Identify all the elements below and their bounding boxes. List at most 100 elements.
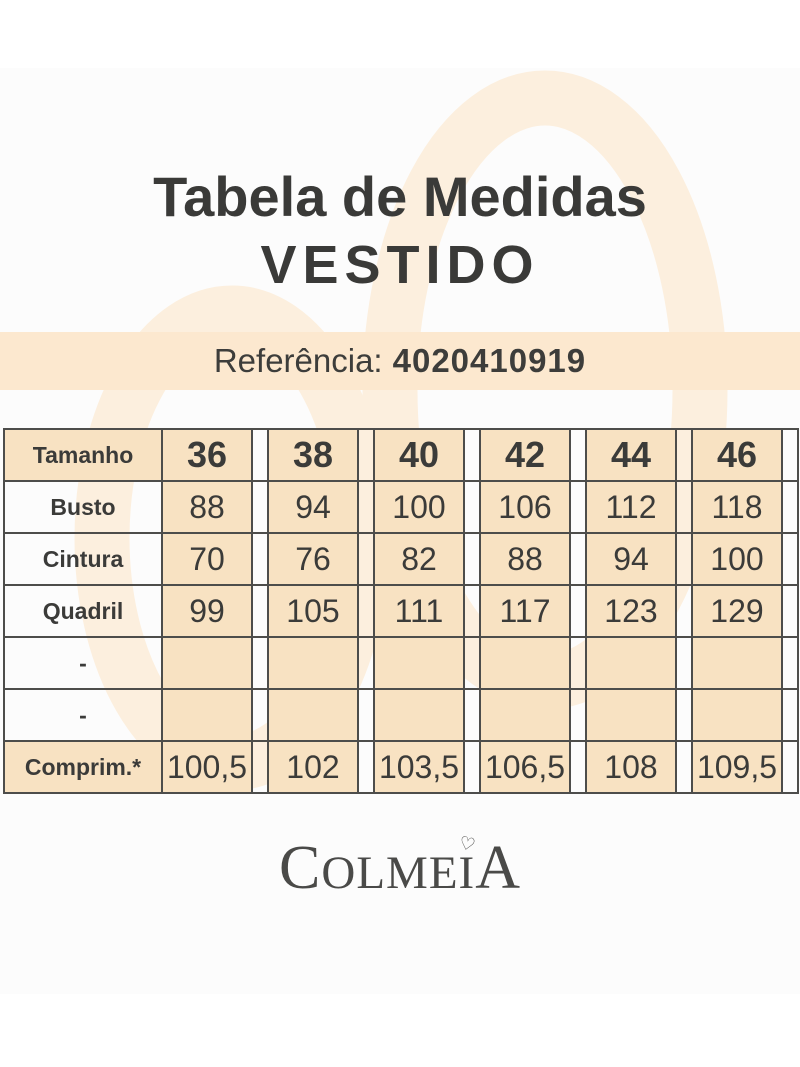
value-cell — [161, 688, 253, 742]
value-cell: 94 — [585, 532, 677, 586]
spacer-cell — [358, 740, 374, 794]
value-cell — [585, 688, 677, 742]
value-cell: 82 — [373, 532, 465, 586]
row-label-cell: Comprim.* — [3, 740, 163, 794]
value-cell — [479, 636, 571, 690]
spacer-cell — [676, 584, 692, 638]
spacer-cell — [782, 532, 798, 586]
spacer-cell — [358, 532, 374, 586]
value-cell: 117 — [479, 584, 571, 638]
row-label-cell: - — [3, 688, 163, 742]
row-label-cell: Quadril — [3, 584, 163, 638]
table-row: Quadril 99 105 111 117 123 129 — [3, 584, 798, 638]
spacer-cell — [570, 740, 586, 794]
value-cell: 105 — [267, 584, 359, 638]
reference-label: Referência: — [213, 342, 383, 379]
value-cell — [267, 636, 359, 690]
spacer-cell — [358, 428, 374, 482]
content-card: Tabela de Medidas VESTIDO Referência: 40… — [0, 68, 800, 994]
brand-letter-i: I — [458, 847, 476, 899]
spacer-cell — [782, 428, 798, 482]
value-cell: 112 — [585, 480, 677, 534]
value-cell: 88 — [479, 532, 571, 586]
table-header-row: Tamanho 36 38 40 42 44 46 — [3, 428, 798, 482]
spacer-cell — [570, 636, 586, 690]
spacer-cell — [358, 688, 374, 742]
value-cell: 94 — [267, 480, 359, 534]
spacer-cell — [570, 532, 586, 586]
spacer-cell — [464, 636, 480, 690]
spacer-cell — [464, 480, 480, 534]
value-cell — [691, 636, 783, 690]
size-header-cell: 38 — [267, 428, 359, 482]
spacer-cell — [252, 480, 268, 534]
table-row: - — [3, 636, 798, 690]
brand-letter-i-wrap: ♡ I — [456, 832, 477, 900]
value-cell: 88 — [161, 480, 253, 534]
spacer-cell — [252, 740, 268, 794]
spacer-cell — [782, 636, 798, 690]
brand-letter-first: C — [279, 834, 322, 902]
size-header-cell: 42 — [479, 428, 571, 482]
spacer-cell — [782, 480, 798, 534]
spacer-cell — [676, 532, 692, 586]
spacer-cell — [252, 584, 268, 638]
value-cell: 100 — [691, 532, 783, 586]
value-cell: 108 — [585, 740, 677, 794]
value-cell: 129 — [691, 584, 783, 638]
spacer-cell — [464, 688, 480, 742]
spacer-cell — [252, 688, 268, 742]
value-cell — [691, 688, 783, 742]
spacer-cell — [252, 532, 268, 586]
row-label-cell: Cintura — [3, 532, 163, 586]
table-row: - — [3, 688, 798, 742]
spacer-cell — [252, 428, 268, 482]
table-row: Comprim.* 100,5 102 103,5 106,5 108 109,5 — [3, 740, 798, 794]
spacer-cell — [676, 428, 692, 482]
spacer-cell — [464, 584, 480, 638]
spacer-cell — [570, 584, 586, 638]
size-header-cell: 46 — [691, 428, 783, 482]
spacer-cell — [570, 480, 586, 534]
size-table: Tamanho 36 38 40 42 44 46 Busto 88 94 100 106 112 118… — [3, 428, 799, 794]
brand-logo: COLME ♡ IA — [0, 832, 800, 904]
spacer-cell — [358, 636, 374, 690]
value-cell: 70 — [161, 532, 253, 586]
spacer-cell — [676, 480, 692, 534]
value-cell: 100,5 — [161, 740, 253, 794]
value-cell — [267, 688, 359, 742]
value-cell — [373, 688, 465, 742]
table-row: Cintura 70 76 82 88 94 100 — [3, 532, 798, 586]
value-cell: 99 — [161, 584, 253, 638]
spacer-cell — [782, 740, 798, 794]
value-cell: 76 — [267, 532, 359, 586]
spacer-cell — [570, 688, 586, 742]
row-label-cell: Busto — [3, 480, 163, 534]
value-cell — [479, 688, 571, 742]
spacer-cell — [782, 688, 798, 742]
value-cell: 106 — [479, 480, 571, 534]
spacer-cell — [676, 740, 692, 794]
value-cell — [585, 636, 677, 690]
size-header-cell: 40 — [373, 428, 465, 482]
spacer-cell — [464, 740, 480, 794]
value-cell: 109,5 — [691, 740, 783, 794]
value-cell: 111 — [373, 584, 465, 638]
row-label-cell: - — [3, 636, 163, 690]
brand-letter-last: A — [475, 834, 521, 902]
value-cell — [373, 636, 465, 690]
size-header-cell: 36 — [161, 428, 253, 482]
value-cell — [161, 636, 253, 690]
row-label-cell: Tamanho — [3, 428, 163, 482]
value-cell: 106,5 — [479, 740, 571, 794]
spacer-cell — [252, 636, 268, 690]
size-header-cell: 44 — [585, 428, 677, 482]
spacer-cell — [464, 532, 480, 586]
value-cell: 100 — [373, 480, 465, 534]
spacer-cell — [358, 480, 374, 534]
table-row: Busto 88 94 100 106 112 118 — [3, 480, 798, 534]
spacer-cell — [570, 428, 586, 482]
value-cell: 118 — [691, 480, 783, 534]
value-cell: 102 — [267, 740, 359, 794]
